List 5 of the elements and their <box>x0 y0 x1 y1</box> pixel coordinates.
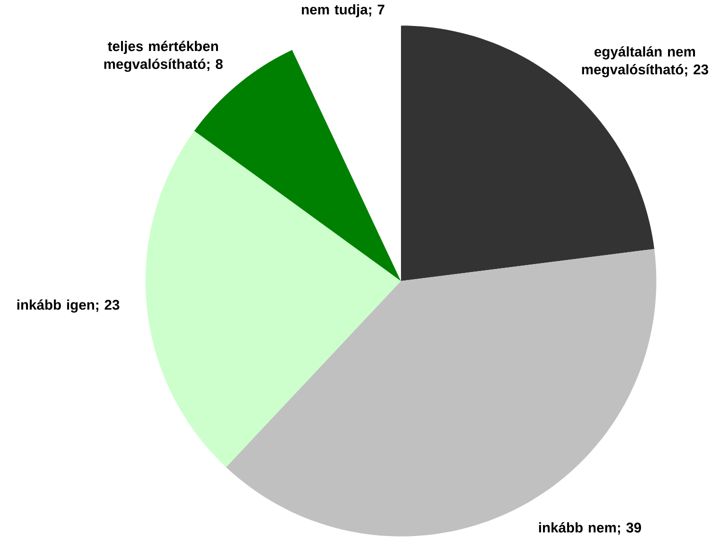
slice-label: teljes mértékben megvalósítható; 8 <box>104 40 223 72</box>
slice-label: egyáltalán nem megvalósítható; 23 <box>582 46 708 78</box>
slice-label: nem tudja; 7 <box>302 4 384 18</box>
slice-label: inkább igen; 23 <box>17 299 120 313</box>
slice-label: inkább nem; 39 <box>539 522 642 535</box>
